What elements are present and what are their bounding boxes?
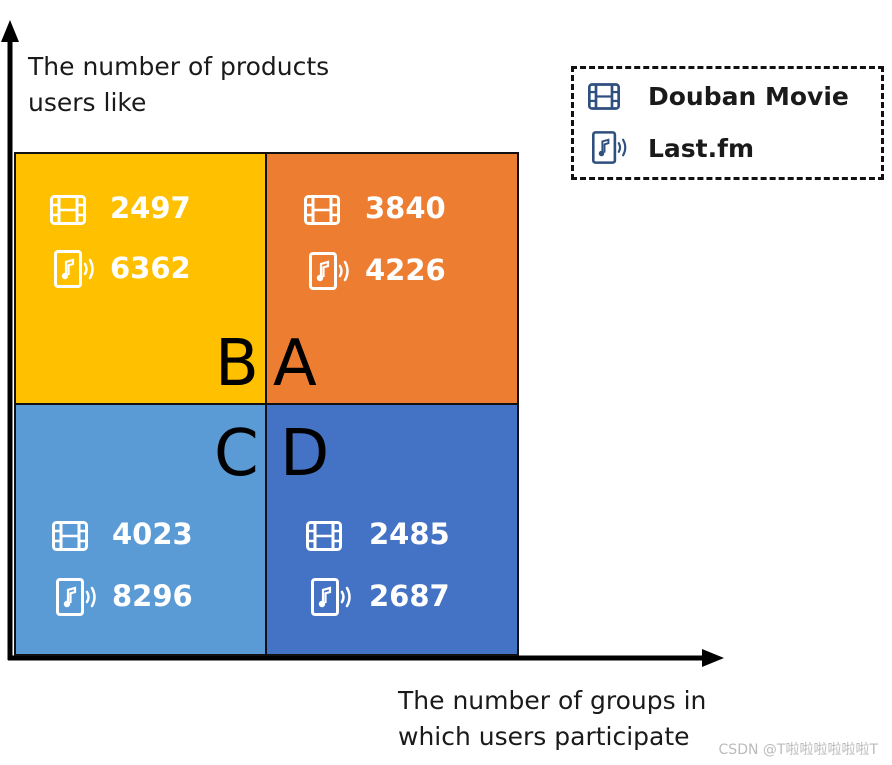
y-axis-label-line1: The number of products [28, 52, 330, 81]
x-axis-label-line1: The number of groups in [398, 686, 707, 715]
music-file-icon [56, 578, 100, 616]
film-icon [588, 83, 620, 110]
x-axis-arrowhead [702, 649, 724, 667]
quadrant-c: 4023 8296 [14, 403, 267, 656]
legend-label-last-fm: Last.fm [648, 134, 755, 163]
x-axis-label: The number of groups in which users part… [398, 683, 706, 755]
music-file-icon [311, 578, 355, 616]
watermark: CSDN @T啦啦啦啦啦啦T [718, 742, 878, 758]
quadrant-b-music-count: 6362 [110, 251, 191, 285]
legend-label-douban-movie: Douban Movie [648, 82, 849, 111]
quadrant-b-movie-count: 2497 [110, 191, 191, 225]
quadrant-d-music-count: 2687 [369, 579, 450, 613]
y-axis-arrowhead [1, 20, 19, 42]
quadrant-letter-b: B [215, 327, 259, 401]
quadrant-b: 2497 6362 [14, 152, 267, 405]
legend: Douban Movie Last.fm [571, 66, 884, 180]
quadrant-a-music-count: 4226 [365, 253, 446, 287]
music-file-icon [592, 131, 630, 164]
film-icon [52, 521, 88, 551]
music-file-icon [309, 252, 353, 290]
film-icon [306, 521, 342, 551]
quadrant-a-movie-count: 3840 [365, 191, 446, 225]
x-axis-label-line2: which users participate [398, 722, 690, 751]
y-axis-label: The number of products users like [28, 49, 329, 121]
music-file-icon [54, 250, 98, 288]
quadrant-c-movie-count: 4023 [112, 517, 193, 551]
y-axis-label-line2: users like [28, 88, 147, 117]
quadrant-letter-a: A [273, 327, 317, 401]
quadrant-d: 2485 2687 [265, 403, 519, 656]
quadrant-d-movie-count: 2485 [369, 517, 450, 551]
quadrant-a: 3840 4226 [265, 152, 519, 405]
film-icon [304, 195, 340, 225]
quadrant-letter-d: D [280, 417, 330, 491]
quadrant-c-music-count: 8296 [112, 579, 193, 613]
film-icon [50, 195, 86, 225]
quadrant-letter-c: C [214, 417, 259, 491]
